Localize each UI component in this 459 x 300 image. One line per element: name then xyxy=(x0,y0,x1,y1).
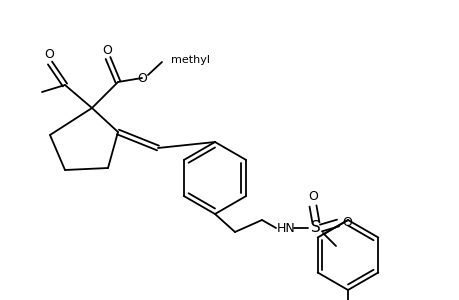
Text: S: S xyxy=(310,220,320,236)
Text: O: O xyxy=(341,217,351,230)
Text: O: O xyxy=(137,71,146,85)
Text: O: O xyxy=(102,44,112,56)
Text: methyl: methyl xyxy=(171,55,210,65)
Text: HN: HN xyxy=(276,221,295,235)
Text: O: O xyxy=(308,190,317,203)
Text: O: O xyxy=(44,49,54,62)
